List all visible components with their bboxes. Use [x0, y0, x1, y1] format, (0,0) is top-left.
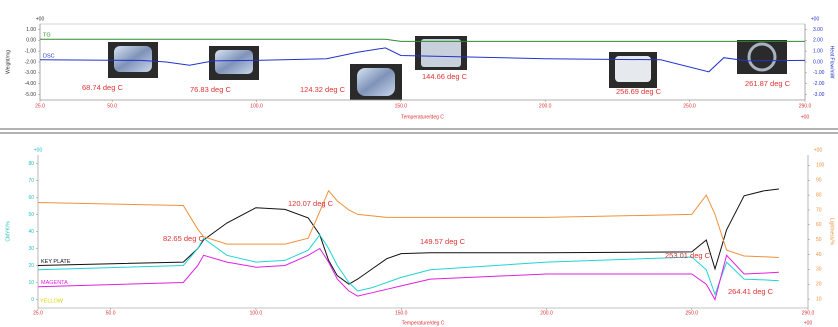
y2-tick-label: 90 — [816, 178, 822, 184]
x-tick-label: 25.0 — [33, 310, 43, 316]
y-tick-label: 0 — [31, 297, 34, 303]
y-tick-label: 40 — [28, 229, 34, 235]
x-tick-label: 25.0 — [35, 103, 45, 109]
y2-tick-label: 20 — [816, 282, 822, 288]
y-tick-label: 80 — [28, 161, 34, 167]
y-tick-label: -4.00 — [25, 81, 37, 87]
annotation: 261.87 deg C — [745, 79, 791, 88]
y2-tick-label: 1.00 — [813, 48, 823, 54]
y2-tick-label: 60 — [816, 222, 822, 228]
y-tick-label: 0.00 — [26, 38, 36, 44]
y2-tick-label: 40 — [816, 252, 822, 258]
y-tick-label: -3.00 — [25, 70, 37, 76]
y-exponent: +00 — [36, 16, 45, 22]
series-label: YELLOW — [40, 298, 64, 304]
x-tick-label: 250.0 — [683, 103, 696, 109]
y-tick-label: 30 — [28, 246, 34, 252]
y2-tick-label: 3.00 — [813, 27, 823, 33]
y-tick-label: 20 — [28, 263, 34, 269]
y2-axis-title: Lightness/% — [829, 218, 835, 246]
annotation: 144.66 deg C — [422, 72, 468, 81]
y-exponent: +00 — [34, 147, 43, 153]
x-axis-title: Temperature/deg C — [402, 320, 445, 326]
annotation: 124.32 deg C — [300, 85, 346, 94]
y2-tick-label: 2.00 — [813, 38, 823, 44]
thumbnail-sample — [421, 39, 461, 67]
y-axis-title: CMYK/% — [5, 221, 11, 242]
y-axis-title: Weight/mg — [5, 50, 11, 74]
y-tick-label: 10 — [28, 280, 34, 286]
thumbnail-sample — [357, 68, 395, 96]
y-tick-label: -2.00 — [25, 59, 37, 65]
series-line — [38, 191, 779, 258]
y2-tick-label: 50 — [816, 237, 822, 243]
y-tick-label: 1.00 — [26, 27, 36, 33]
annotation: 253.01 deg C — [665, 251, 711, 260]
x-tick-label: 100.0 — [250, 310, 263, 316]
y2-tick-label: 30 — [816, 267, 822, 273]
legend-label: MAGENTA — [41, 280, 68, 286]
x-tick-label: 250.0 — [686, 310, 699, 316]
x-tick-label: 200.0 — [540, 310, 553, 316]
y-tick-label: -5.00 — [25, 92, 37, 98]
y2-tick-label: -2.00 — [813, 81, 825, 87]
y2-tick-label: 0.00 — [813, 59, 823, 65]
y2-tick-label: 80 — [816, 192, 822, 198]
x-axis-title: Temperature/deg C — [401, 114, 444, 120]
x-tick-label: 200.0 — [539, 103, 552, 109]
x-tick-label: 150.0 — [395, 103, 408, 109]
y2-axis-title: Heat Flow/mW — [829, 46, 835, 79]
legend-label: KEY PLATE — [41, 259, 71, 265]
y2-exponent: +00 — [811, 16, 820, 22]
y2-exponent: +00 — [814, 147, 823, 153]
x-tick-label: 290.0 — [799, 103, 812, 109]
thumbnail-sample — [215, 50, 253, 74]
y-tick-label: 70 — [28, 178, 34, 184]
annotation: 264.41 deg C — [728, 287, 774, 296]
series-line — [38, 189, 779, 284]
x-tick-label: 150.0 — [395, 310, 408, 316]
page: {"chart_data": [ {"type": "line", "x_lab… — [0, 0, 838, 327]
annotation: 149.57 deg C — [420, 237, 466, 246]
y2-tick-label: 70 — [816, 207, 822, 213]
y2-tick-label: -1.00 — [813, 70, 825, 76]
annotation: 256.69 deg C — [616, 87, 662, 96]
annotation: 76.83 deg C — [190, 85, 231, 94]
x-tick-label: 290.0 — [802, 310, 815, 316]
x-tick-label: 100.0 — [250, 103, 263, 109]
x-exponent: +00 — [801, 114, 810, 120]
y-tick-label: 60 — [28, 195, 34, 201]
chart: 25.0 50.0 100.0 150.0 200.0 250.0 290.0 1.00 0.0… — [0, 0, 838, 327]
y-tick-label: -1.00 — [25, 48, 37, 54]
legend-label: DSC — [43, 53, 55, 59]
y2-tick-label: -3.00 — [813, 92, 825, 98]
x-tick-label: 50.0 — [106, 310, 116, 316]
y-tick-label: 50 — [28, 212, 34, 218]
y2-tick-label: 10 — [816, 296, 822, 302]
y2-tick-label: 100 — [816, 163, 825, 169]
x-exponent: +00 — [804, 320, 813, 326]
thumbnail-sample — [114, 46, 152, 72]
legend-label: TG — [43, 33, 51, 39]
x-tick-label: 50.0 — [107, 103, 117, 109]
annotation: 120.07 deg C — [288, 199, 334, 208]
annotation: 68.74 deg C — [82, 83, 123, 92]
annotation: 82.65 deg C — [163, 234, 204, 243]
series-line — [38, 235, 779, 295]
